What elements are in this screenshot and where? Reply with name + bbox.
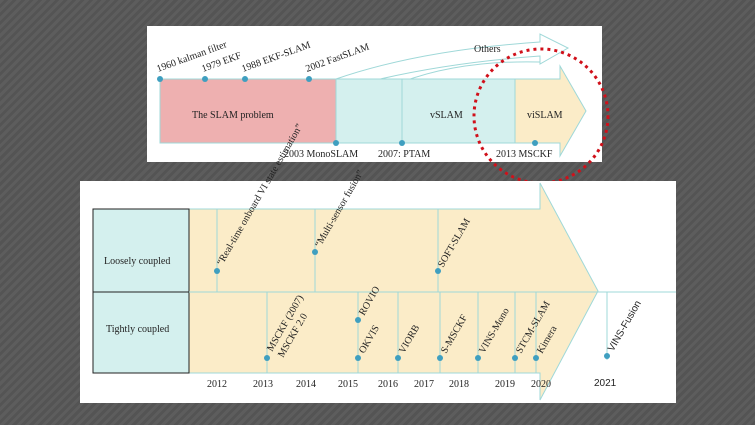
segment — [159, 78, 337, 144]
segment-arrow — [514, 64, 587, 158]
others-arrow-2 — [401, 61, 541, 83]
year: 2021 — [594, 378, 617, 389]
segment-label: vSLAM — [430, 110, 463, 121]
year: 2015 — [338, 379, 358, 390]
year: 2014 — [296, 379, 316, 390]
event: 2013 MSCKF — [496, 149, 553, 160]
row-header — [92, 208, 190, 374]
year: 2017 — [414, 379, 434, 390]
segment-label: The SLAM problem — [192, 110, 274, 121]
year: 2016 — [378, 379, 398, 390]
segment-label: viSLAM — [527, 110, 563, 121]
year: 2018 — [449, 379, 469, 390]
year: 2019 — [495, 379, 515, 390]
event: 2003 MonoSLAM — [284, 149, 358, 160]
year: 2013 — [253, 379, 273, 390]
others-arrow — [335, 33, 570, 89]
others-label: Others — [474, 44, 501, 55]
event: 2007: PTAM — [378, 149, 430, 160]
row-label: Tightly coupled — [106, 324, 169, 335]
year: 2020 — [531, 379, 551, 390]
year-axis: 2012 2013 2014 2015 2016 2017 2018 2019 … — [207, 378, 617, 390]
row-label: Loosely coupled — [104, 256, 170, 267]
year: 2012 — [207, 379, 227, 390]
segment — [335, 78, 516, 144]
